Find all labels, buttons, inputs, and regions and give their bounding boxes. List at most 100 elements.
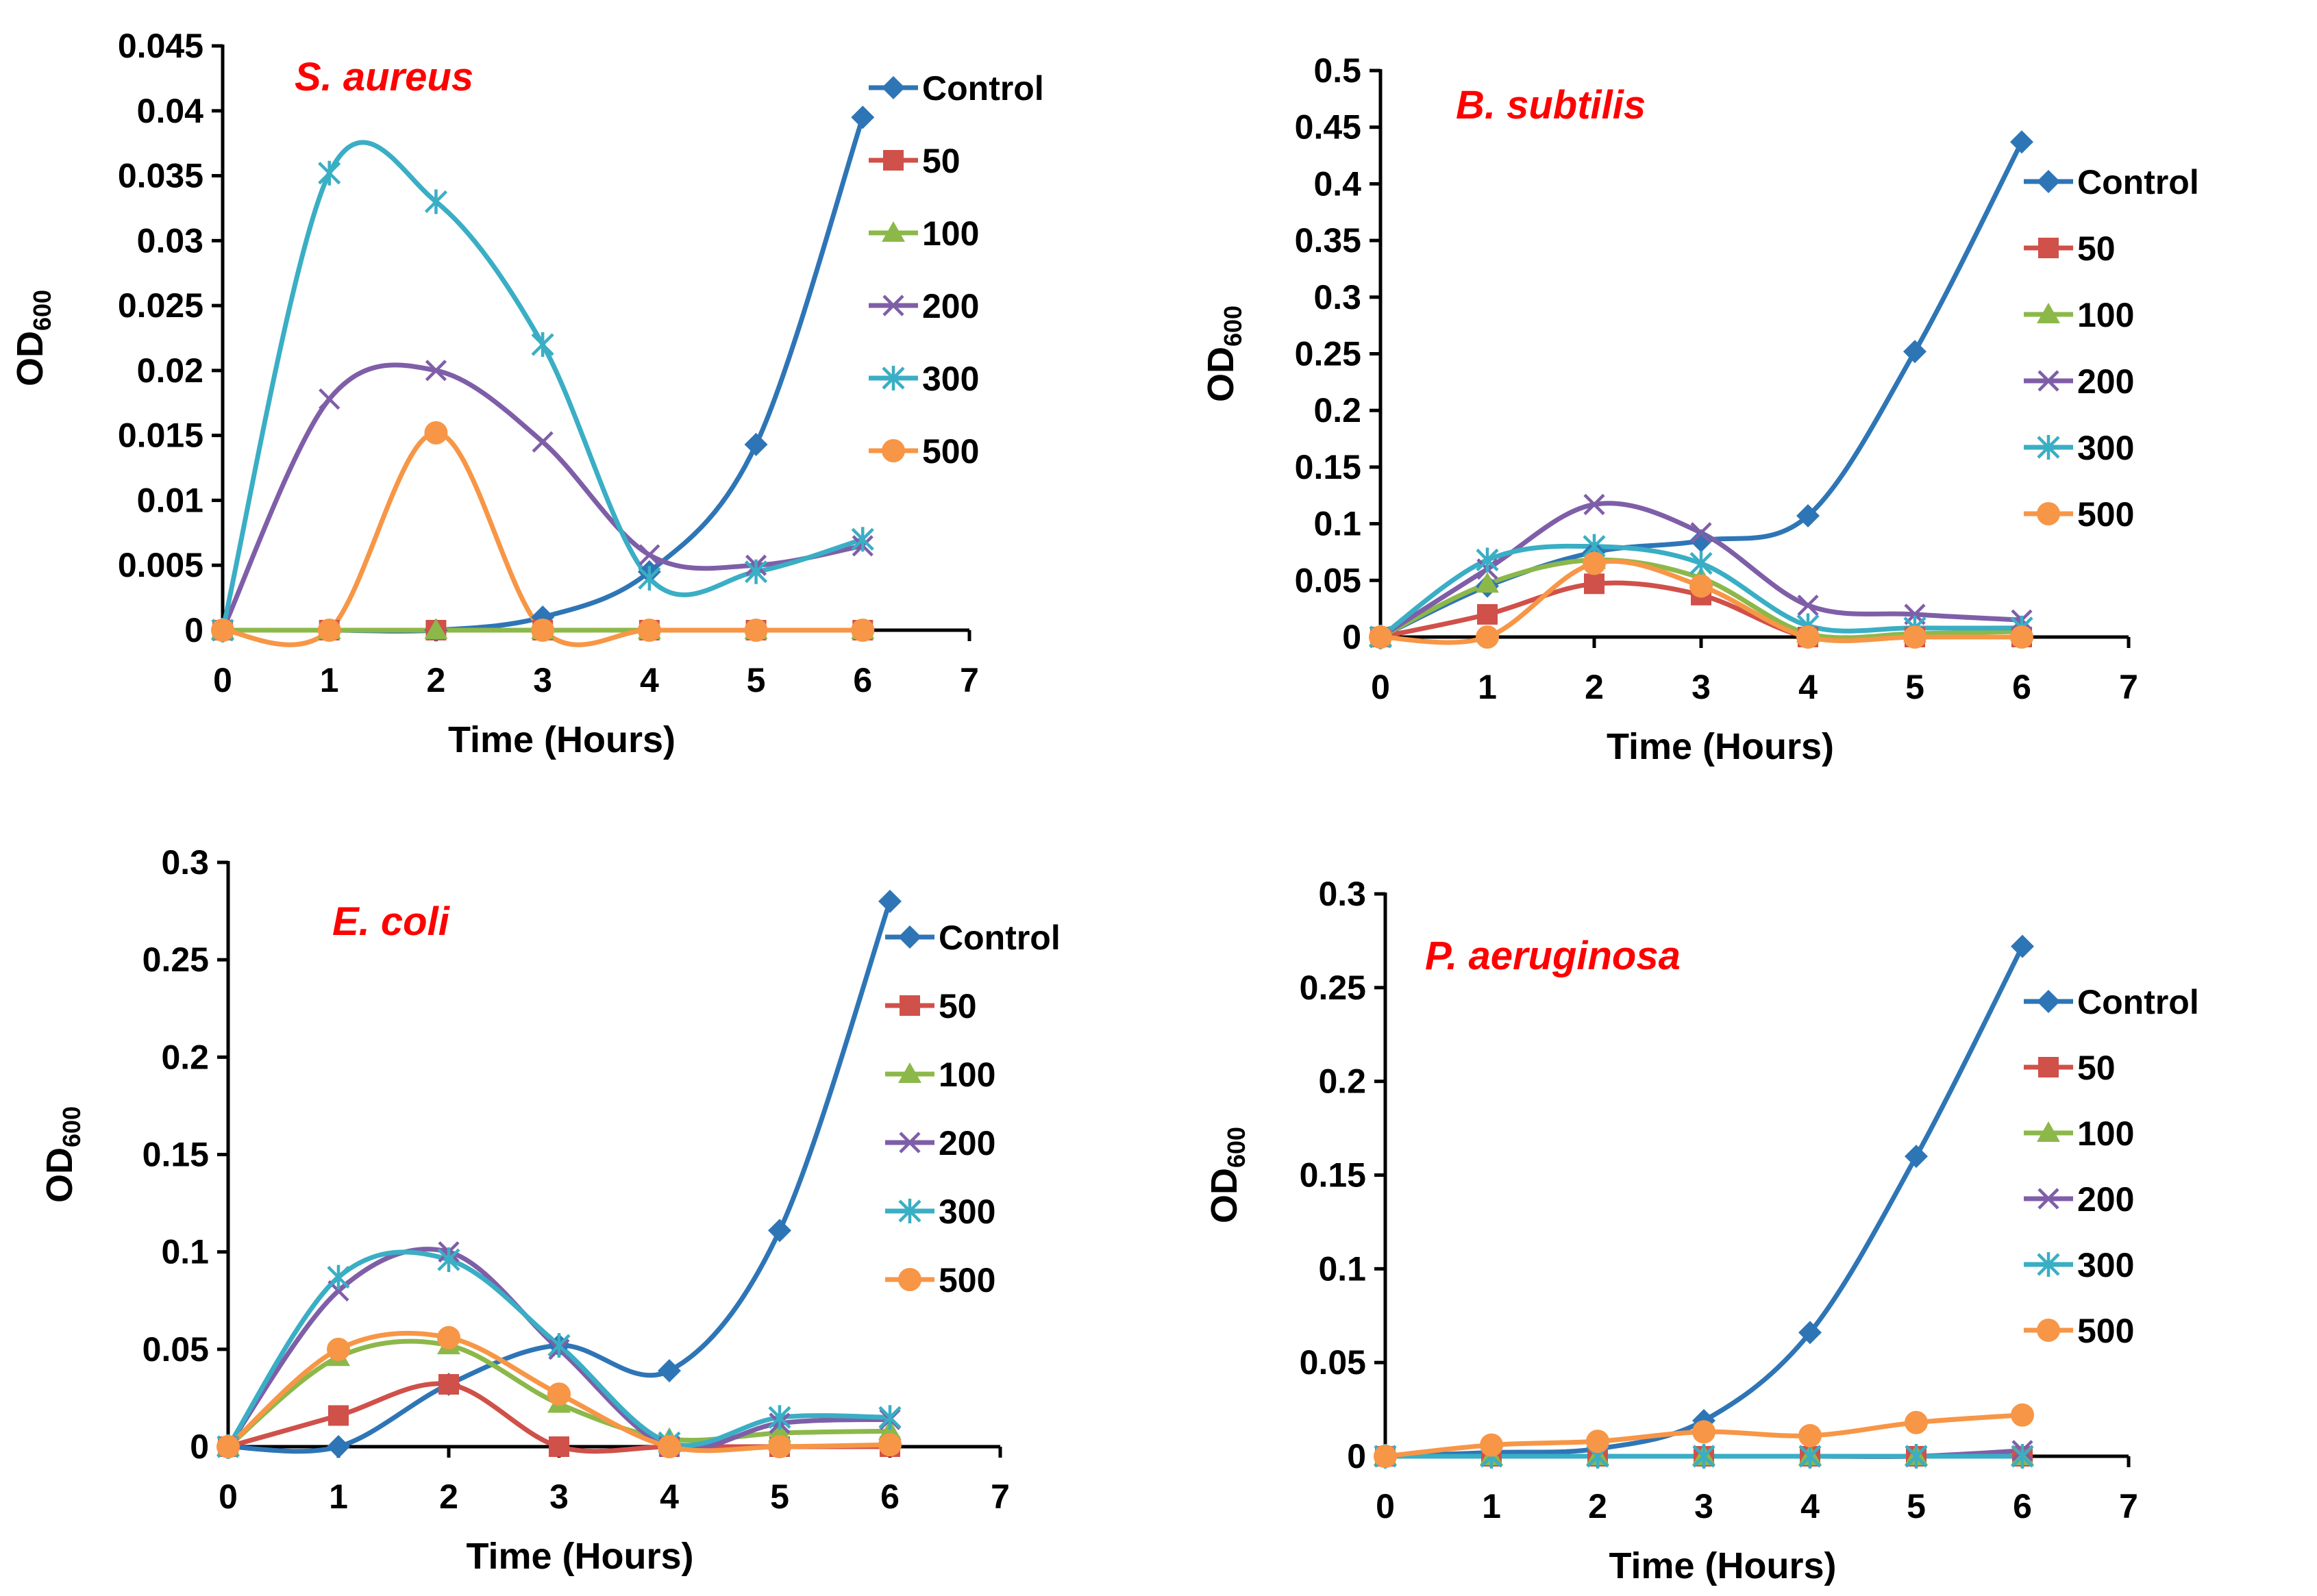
series-line <box>220 362 865 633</box>
legend-item: 200 <box>2024 362 2134 401</box>
legend-label: 500 <box>2077 1312 2134 1350</box>
y-tick-label: 0.02 <box>137 351 203 390</box>
data-point <box>549 1436 569 1457</box>
legend-item: 50 <box>869 142 961 180</box>
x-tick-label: 7 <box>2119 668 2138 706</box>
data-point <box>216 1435 240 1458</box>
legend-swatch-marker <box>882 366 905 390</box>
data-point <box>547 1382 571 1406</box>
legend-item: Control <box>2024 163 2199 201</box>
data-point <box>878 1433 902 1457</box>
x-tick-label: 7 <box>2119 1487 2138 1525</box>
y-tick-label: 0.5 <box>1313 51 1361 90</box>
chart-panel-b_subtilis: 0 0.05 0.1 0.15 0.2 0.25 0.3 0.35 0.4 0.45 0.5 0 1 2 3… <box>1200 51 2199 767</box>
x-tick-label: 2 <box>1588 1487 1607 1525</box>
legend-swatch-marker <box>2037 170 2060 193</box>
y-tick-label: 0.03 <box>137 221 203 260</box>
y-tick-label: 0.2 <box>1313 391 1361 429</box>
data-point <box>424 619 448 639</box>
data-point <box>658 1435 681 1458</box>
x-tick-label: 3 <box>533 661 552 699</box>
legend: Control 50 100 200 300 500 <box>869 69 1044 471</box>
legend-label: 300 <box>939 1193 995 1231</box>
legend-label: 500 <box>939 1261 995 1299</box>
data-point <box>744 619 768 642</box>
y-axis-title-subscript: 600 <box>58 1106 86 1147</box>
data-point <box>744 559 768 584</box>
legend-label: 300 <box>2077 1246 2134 1284</box>
data-point <box>878 1405 902 1430</box>
y-axis-title-main: OD <box>1200 347 1241 402</box>
legend-item: 100 <box>2024 296 2134 334</box>
x-axis-title: Time (Hours) <box>448 719 676 760</box>
data-point <box>768 1405 791 1430</box>
y-tick-label: 0.3 <box>1313 278 1361 316</box>
data-point <box>1798 1444 1822 1469</box>
data-point <box>327 1264 350 1290</box>
data-point <box>1477 603 1498 625</box>
legend-item: 500 <box>2024 495 2134 534</box>
legend-item: 100 <box>885 1056 995 1094</box>
y-tick-label: 0.25 <box>143 940 209 979</box>
x-tick-label: 1 <box>1478 668 1497 706</box>
legend-swatch-marker <box>2038 1057 2059 1077</box>
x-axis-title: Time (Hours) <box>466 1536 693 1577</box>
data-point <box>424 421 448 445</box>
data-point <box>531 619 555 642</box>
legend-item: 500 <box>2024 1312 2134 1350</box>
y-tick-label: 0.1 <box>161 1233 209 1271</box>
data-point <box>851 619 875 642</box>
y-axis-title-subscript: 600 <box>1219 306 1247 347</box>
y-tick-label: 0.05 <box>1295 561 1361 599</box>
legend-swatch-marker <box>882 76 905 99</box>
data-point <box>768 1435 791 1458</box>
chart-panel-p_aeruginosa: 0 0.05 0.1 0.15 0.2 0.25 0.3 0 1 2 3 4 5 6 7 Time (Hour… <box>1204 875 2199 1586</box>
y-tick-label: 0 <box>190 1427 209 1466</box>
data-point <box>1796 504 1820 528</box>
legend-swatch-marker <box>898 1199 921 1223</box>
legend-swatch-marker <box>900 995 920 1016</box>
y-tick-label: 0.3 <box>1318 875 1366 913</box>
x-tick-label: 3 <box>1694 1487 1713 1525</box>
y-tick-label: 0.35 <box>1295 221 1361 260</box>
legend-item: 300 <box>885 1193 995 1231</box>
legend-item: 300 <box>2024 1246 2134 1284</box>
legend-swatch-marker <box>2037 502 2060 525</box>
legend-swatch-marker <box>898 925 921 949</box>
data-point <box>851 527 874 552</box>
y-tick-label: 0.2 <box>1318 1062 1366 1101</box>
y-tick-label: 0.035 <box>118 157 203 195</box>
y-tick-label: 0.45 <box>1295 108 1361 147</box>
legend-item: 100 <box>2024 1114 2134 1153</box>
x-tick-label: 6 <box>853 661 872 699</box>
x-tick-label: 2 <box>427 661 446 699</box>
series-markers-500 <box>1374 1403 2034 1468</box>
x-tick-label: 0 <box>219 1477 238 1516</box>
legend-swatch-marker <box>2037 435 2060 460</box>
legend-swatch-marker <box>2037 303 2060 323</box>
series-markers-Control <box>1374 934 2034 1468</box>
data-point <box>547 1333 571 1358</box>
legend-swatch-marker <box>2037 1188 2059 1210</box>
data-point <box>1584 573 1604 595</box>
data-point <box>1903 625 1926 649</box>
x-tick-label: 6 <box>2013 1487 2032 1525</box>
legend-label: 500 <box>2077 495 2134 534</box>
data-point <box>744 432 768 456</box>
data-point <box>531 332 554 357</box>
legend-item: Control <box>885 919 1061 957</box>
legend-swatch-marker <box>2037 1252 2060 1277</box>
data-point <box>851 105 875 129</box>
y-axis-title: OD600 <box>1200 306 1247 402</box>
data-point <box>2011 1403 2034 1427</box>
x-axis-title: Time (Hours) <box>1607 726 1834 767</box>
y-tick-label: 0.25 <box>1300 969 1366 1007</box>
data-point <box>1796 625 1820 649</box>
x-tick-label: 6 <box>2012 668 2031 706</box>
chart-panel-e_coli: 0 0.05 0.1 0.15 0.2 0.25 0.3 0 1 2 3 4 5 6 7 Time (Hour… <box>39 843 1061 1577</box>
y-tick-label: 0.05 <box>143 1330 209 1369</box>
legend-item: 100 <box>869 214 979 253</box>
x-tick-label: 5 <box>1905 668 1924 706</box>
x-tick-label: 0 <box>1371 668 1390 706</box>
y-axis-title-main: OD <box>10 331 51 386</box>
